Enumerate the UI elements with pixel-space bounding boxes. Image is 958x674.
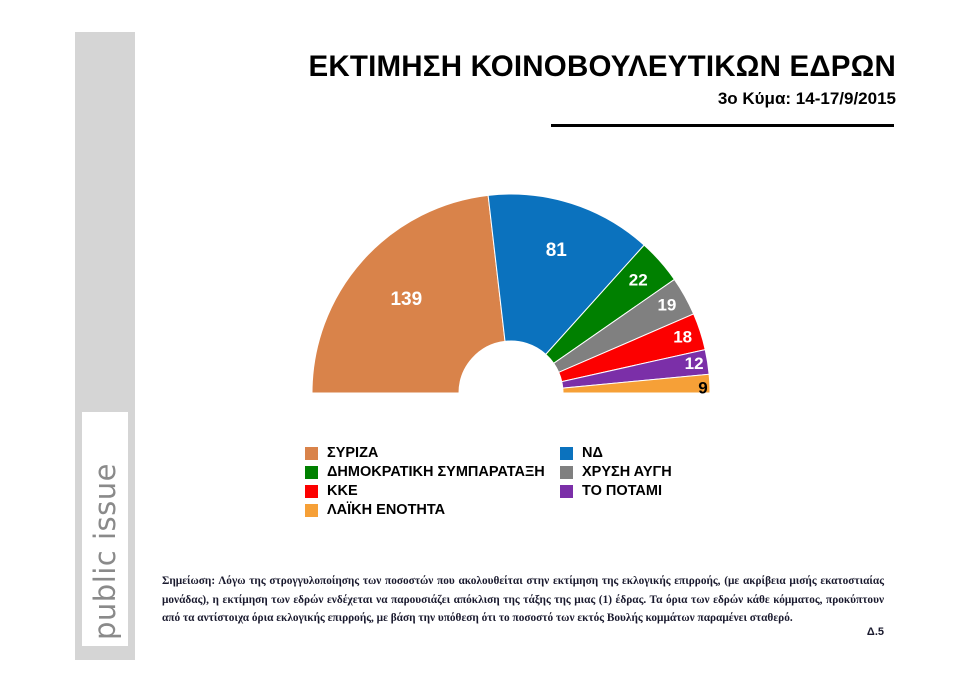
- page-subtitle: 3ο Κύμα: 14-17/9/2015: [717, 89, 896, 108]
- legend-item-chrysi-avgi[interactable]: ΧΡΥΣΗ ΑΥΓΗ: [560, 465, 672, 480]
- parliament-chart-svg: 139 81 22 19 18 12 9: [311, 193, 711, 398]
- legend-swatch-laiki-enotita: [305, 504, 318, 517]
- page-title: ΕΚΤΙΜΗΣΗ ΚΟΙΝΟΒΟΥΛΕΥΤΙΚΩΝ ΕΔΡΩΝ: [308, 50, 896, 83]
- legend-item-syriza[interactable]: ΣΥΡΙΖΑ: [305, 446, 560, 461]
- legend-row: ΛΑΪΚΗ ΕΝΟΤΗΤΑ: [305, 503, 725, 518]
- chart-data-label: 9: [698, 379, 707, 398]
- legend-row: ΣΥΡΙΖΑ ΝΔ: [305, 446, 725, 461]
- legend-swatch-dimokratiki-symparataxi: [305, 466, 318, 479]
- legend-swatch-kke: [305, 485, 318, 498]
- brand-plate: public issue: [82, 412, 128, 646]
- chart-legend: ΣΥΡΙΖΑ ΝΔ ΔΗΜΟΚΡΑΤΙΚΗ ΣΥΜΠΑΡΑΤΑΞΗ ΧΡΥΣΗ …: [305, 446, 725, 522]
- header-divider: [551, 124, 894, 127]
- legend-swatch-syriza: [305, 447, 318, 460]
- chart-data-label: 18: [673, 327, 692, 346]
- legend-label-laiki-enotita: ΛΑΪΚΗ ΕΝΟΤΗΤΑ: [327, 502, 446, 518]
- chart-data-label: 19: [657, 296, 676, 315]
- legend-label-nd: ΝΔ: [582, 445, 603, 461]
- chart-data-label: 12: [685, 354, 704, 373]
- legend-row: ΔΗΜΟΚΡΑΤΙΚΗ ΣΥΜΠΑΡΑΤΑΞΗ ΧΡΥΣΗ ΑΥΓΗ: [305, 465, 725, 480]
- legend-item-laiki-enotita[interactable]: ΛΑΪΚΗ ΕΝΟΤΗΤΑ: [305, 503, 560, 518]
- legend-item-dimokratiki-symparataxi[interactable]: ΔΗΜΟΚΡΑΤΙΚΗ ΣΥΜΠΑΡΑΤΑΞΗ: [305, 465, 560, 480]
- chart-slice: [311, 194, 506, 394]
- chart-slice-group: [311, 193, 711, 394]
- legend-swatch-to-potami: [560, 485, 573, 498]
- legend-label-syriza: ΣΥΡΙΖΑ: [327, 445, 379, 461]
- chart-slice: [487, 193, 645, 356]
- legend-label-kke: ΚΚΕ: [327, 483, 358, 499]
- legend-label-chrysi-avgi: ΧΡΥΣΗ ΑΥΓΗ: [582, 464, 672, 480]
- legend-row: ΚΚΕ ΤΟ ΠΟΤΑΜΙ: [305, 484, 725, 499]
- chart-data-label: 139: [390, 289, 422, 310]
- chart-data-label: 22: [629, 270, 648, 289]
- legend-label-dimokratiki-symparataxi: ΔΗΜΟΚΡΑΤΙΚΗ ΣΥΜΠΑΡΑΤΑΞΗ: [327, 464, 545, 480]
- legend-label-to-potami: ΤΟ ΠΟΤΑΜΙ: [582, 483, 663, 499]
- brand-name-vertical: public issue: [88, 463, 122, 640]
- legend-item-nd[interactable]: ΝΔ: [560, 446, 603, 461]
- legend-item-to-potami[interactable]: ΤΟ ΠΟΤΑΜΙ: [560, 484, 662, 499]
- legend-item-kke[interactable]: ΚΚΕ: [305, 484, 560, 499]
- chart-slice: [562, 373, 711, 394]
- parliament-seats-chart: 139 81 22 19 18 12 9: [300, 180, 730, 405]
- legend-swatch-nd: [560, 447, 573, 460]
- chart-data-label: 81: [546, 240, 568, 261]
- footnote-text: Σημείωση: Λόγω της στρογγυλοποίησης των …: [162, 575, 884, 624]
- page-marker: Δ.5: [866, 626, 884, 638]
- legend-swatch-chrysi-avgi: [560, 466, 573, 479]
- chart-datalabel-group: 139 81 22 19 18 12 9: [390, 240, 707, 397]
